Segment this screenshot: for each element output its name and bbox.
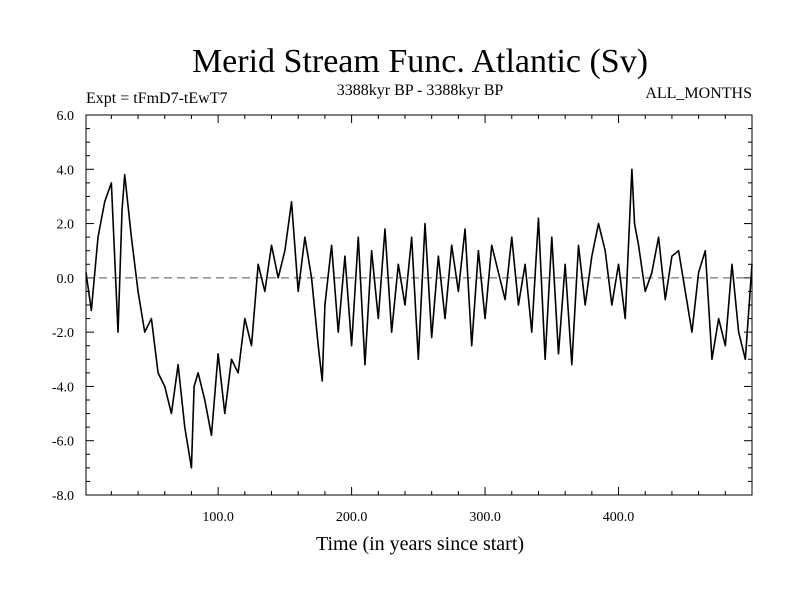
y-tick-label: -8.0 xyxy=(52,489,74,504)
tick-labels: 6.0 4.0 2.0 0.0 -2.0 -4.0 -6.0 -8.0 100.0 200.0 30… xyxy=(52,109,634,525)
y-tick-label: -2.0 xyxy=(52,326,74,341)
plot-frame xyxy=(85,114,753,496)
chart-title: Merid Stream Func. Atlantic (Sv) xyxy=(192,43,648,80)
y-tick-label: 2.0 xyxy=(57,218,75,233)
x-tick-label: 100.0 xyxy=(202,510,234,525)
y-tick-label: 0.0 xyxy=(57,272,75,287)
series-line xyxy=(85,168,753,469)
x-tick-label: 400.0 xyxy=(603,510,635,525)
x-tick-label: 200.0 xyxy=(336,510,368,525)
subtitle-right: ALL_MONTHS xyxy=(645,85,752,102)
x-tick-label: 300.0 xyxy=(469,510,501,525)
subtitle-left: Expt = tFmD7-tEwT7 xyxy=(86,90,227,107)
x-axis-label: Time (in years since start) xyxy=(316,533,524,555)
y-tick-label: -4.0 xyxy=(52,380,74,395)
subtitle-center: 3388kyr BP - 3388kyr BP xyxy=(337,82,504,99)
y-tick-label: 4.0 xyxy=(57,163,75,178)
y-tick-label: -6.0 xyxy=(52,435,74,450)
y-tick-label: 6.0 xyxy=(57,109,75,124)
